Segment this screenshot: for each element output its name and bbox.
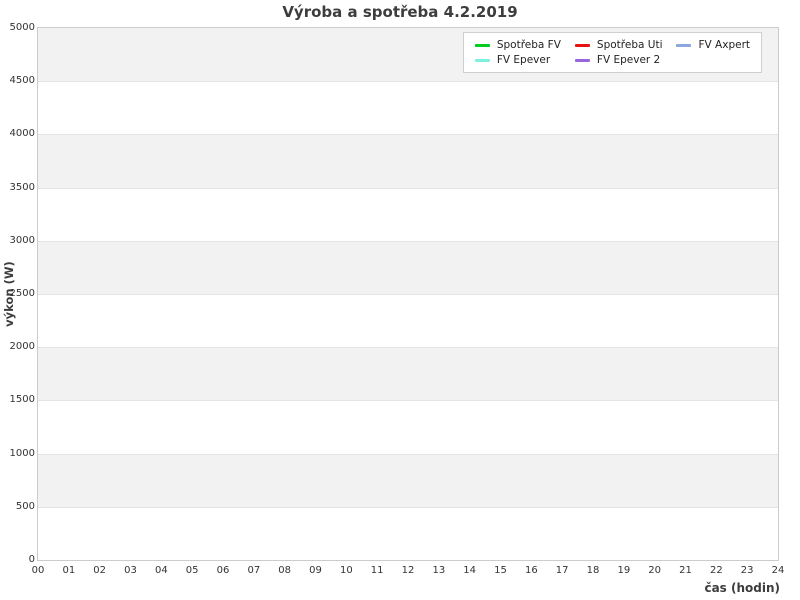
x-tick-label: 11 — [370, 565, 384, 576]
x-tick-label: 06 — [216, 565, 230, 576]
plot-band — [38, 187, 778, 241]
x-tick-label: 19 — [617, 565, 631, 576]
x-tick-label: 09 — [309, 565, 322, 576]
legend-item[interactable]: FV Epever 2 — [574, 54, 663, 66]
legend-swatch-icon — [676, 43, 692, 47]
y-tick-label: 1500 — [9, 394, 35, 406]
gridline — [38, 347, 778, 349]
x-axis-label: čas (hodin) — [704, 581, 780, 595]
plot-band — [38, 506, 778, 560]
y-tick-label: 4500 — [9, 75, 35, 87]
legend-label: FV Axpert — [698, 39, 750, 51]
x-tick-label: 14 — [463, 565, 477, 576]
legend-swatch-icon — [474, 43, 490, 47]
legend-item[interactable]: FV Axpert — [676, 39, 750, 51]
y-tick-label: 0 — [28, 554, 35, 565]
gridline — [38, 240, 778, 242]
y-tick-label: 500 — [15, 500, 35, 512]
plot-band — [38, 240, 778, 294]
legend-label: Spotřeba Uti — [596, 39, 663, 51]
x-tick-label: 22 — [709, 565, 723, 576]
x-tick-label: 15 — [494, 565, 507, 576]
y-tick-label: 3000 — [9, 234, 35, 246]
plot-band — [38, 294, 778, 348]
legend-label: FV Epever 2 — [596, 54, 661, 66]
gridline — [38, 187, 778, 189]
y-tick-label: 2500 — [9, 288, 35, 299]
x-tick-label: 10 — [339, 565, 353, 576]
legend-label: FV Epever — [496, 54, 551, 66]
chart-title: Výroba a spotřeba 4.2.2019 — [282, 3, 518, 21]
x-tick-label: 20 — [648, 565, 662, 576]
x-tick-label: 18 — [586, 565, 600, 576]
legend-swatch-icon — [574, 43, 590, 47]
y-tick-label: 4000 — [9, 128, 35, 140]
plot-band — [38, 400, 778, 454]
x-tick-label: 01 — [62, 565, 76, 576]
gridline — [38, 294, 778, 295]
legend-label: Spotřeba FV — [496, 39, 561, 51]
gridline — [38, 81, 778, 83]
x-tick-label: 05 — [185, 565, 199, 576]
legend-item[interactable]: FV Epever — [474, 54, 561, 66]
plot-band — [38, 81, 778, 135]
x-tick-label: 00 — [31, 565, 45, 576]
plot-band — [38, 134, 778, 188]
plot-area: Spotřeba FV Spotřeba Uti FV Axpert FV Epeve… — [37, 27, 779, 561]
x-tick-label: 16 — [524, 565, 538, 576]
y-tick-label: 3500 — [9, 181, 35, 193]
x-tick-label: 02 — [93, 565, 107, 576]
plot-band — [38, 347, 778, 401]
x-tick-label: 24 — [771, 565, 785, 576]
x-tick-label: 21 — [679, 565, 692, 576]
x-tick-label: 03 — [124, 565, 137, 576]
x-tick-label: 04 — [154, 565, 168, 576]
gridline — [38, 134, 778, 136]
y-tick-label: 2000 — [9, 341, 35, 353]
x-tick-label: 12 — [401, 565, 415, 576]
y-tick-label: 5000 — [9, 22, 35, 33]
gridline — [38, 400, 778, 402]
legend-item[interactable]: Spotřeba FV — [474, 39, 561, 51]
y-tick-label: 1000 — [9, 447, 35, 459]
x-tick-label: 17 — [555, 565, 569, 576]
legend-swatch-icon — [574, 58, 590, 62]
x-tick-label: 13 — [432, 565, 446, 576]
gridline — [38, 453, 778, 455]
x-tick-label: 07 — [247, 565, 261, 576]
gridline — [38, 506, 778, 508]
plot-band — [38, 453, 778, 507]
x-tick-label: 23 — [740, 565, 754, 576]
legend-swatch-icon — [474, 58, 490, 62]
x-tick-label: 08 — [278, 565, 292, 576]
legend-item[interactable]: Spotřeba Uti — [574, 39, 663, 51]
legend: Spotřeba FV Spotřeba Uti FV Axpert FV Epeve… — [462, 32, 762, 73]
